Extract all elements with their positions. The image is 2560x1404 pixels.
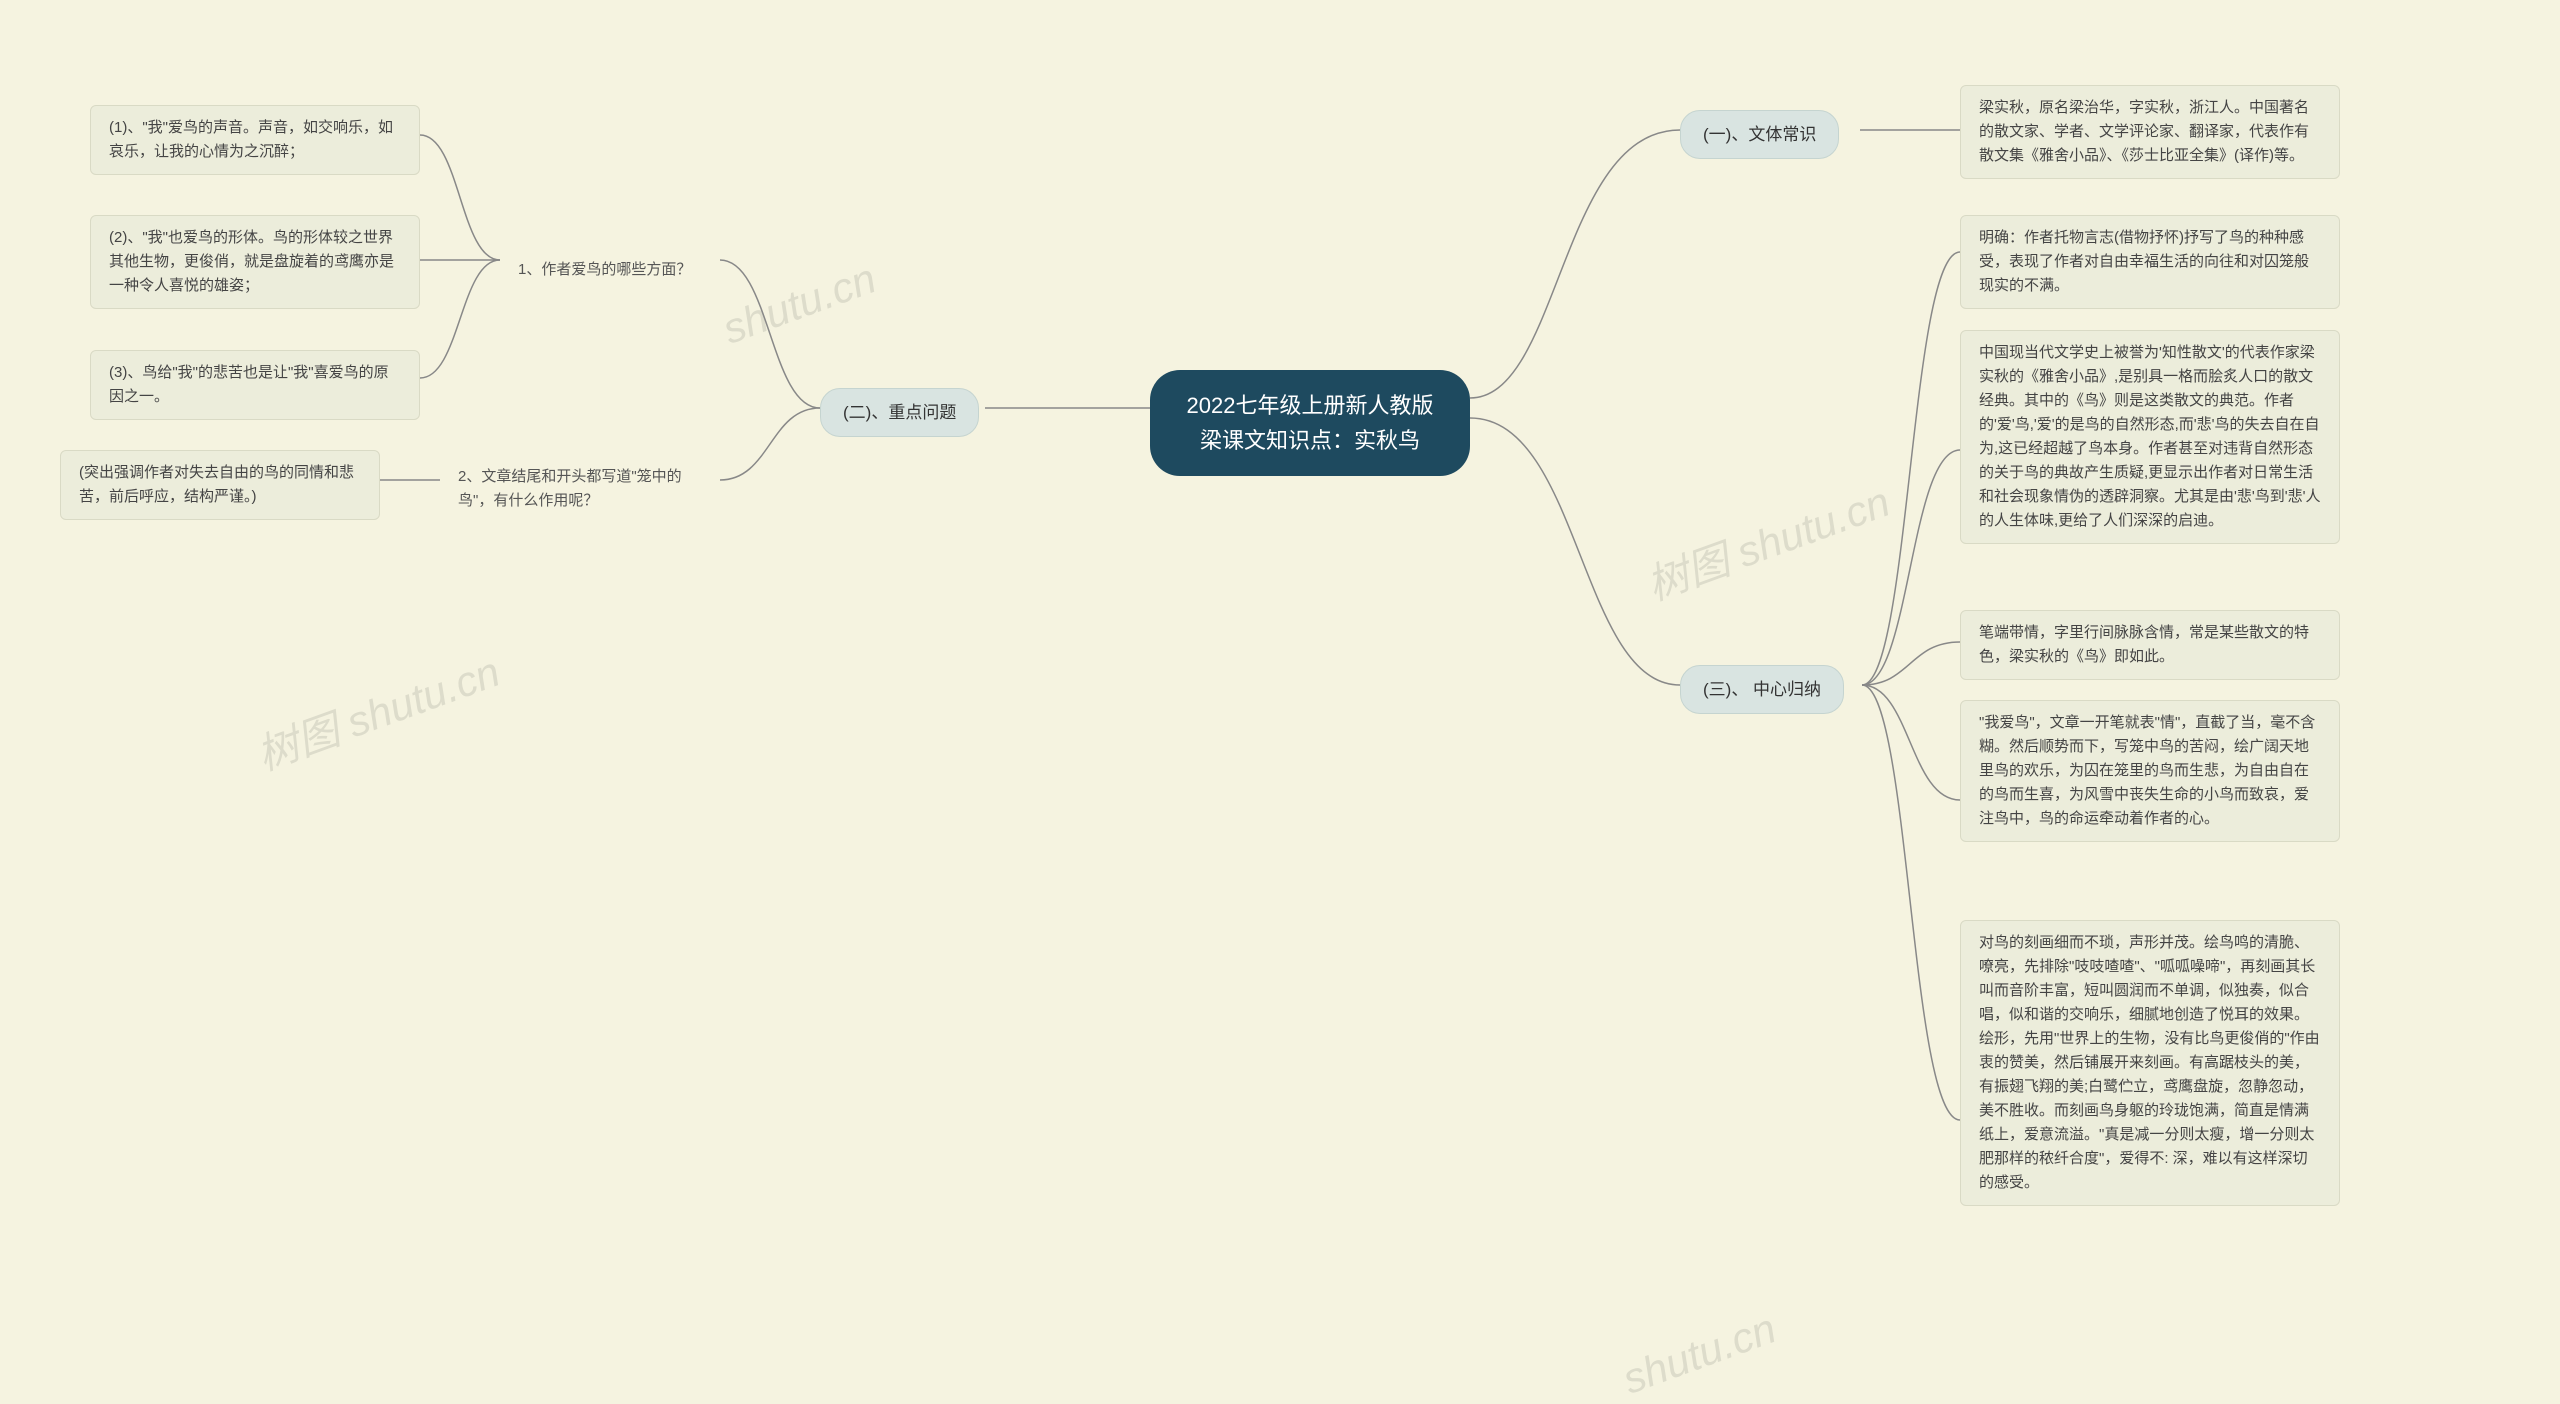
center-node: 2022七年级上册新人教版 梁课文知识点：实秋鸟 xyxy=(1150,370,1470,476)
watermark: 树图 shutu.cn xyxy=(1637,468,1897,612)
leaf-r3-5: 对鸟的刻画细而不琐，声形并茂。绘鸟鸣的清脆、嘹亮，先排除"吱吱喳喳"、"呱呱噪啼… xyxy=(1960,920,2340,1206)
center-title-line2: 梁课文知识点：实秋鸟 xyxy=(1180,423,1440,458)
branch-2: (二)、重点问题 xyxy=(820,388,979,437)
branch-1: (一)、文体常识 xyxy=(1680,110,1839,159)
leaf-r3-3: 笔端带情，字里行间脉脉含情，常是某些散文的特色，梁实秋的《鸟》即如此。 xyxy=(1960,610,2340,680)
leaf-a2: (突出强调作者对失去自由的鸟的同情和悲苦，前后呼应，结构严谨。) xyxy=(60,450,380,520)
watermark: 树图 shutu.cn xyxy=(247,638,507,782)
sub-q1: 1、作者爱鸟的哪些方面？ xyxy=(500,248,720,292)
leaf-r3-4: "我爱鸟"，文章一开笔就表"情"，直截了当，毫不含糊。然后顺势而下，写笼中鸟的苦… xyxy=(1960,700,2340,842)
watermark: shutu.cn xyxy=(717,254,883,353)
sub-q2: 2、文章结尾和开头都写道"笼中的鸟"，有什么作用呢？ xyxy=(440,455,720,523)
watermark: shutu.cn xyxy=(1617,1304,1783,1403)
center-title-line1: 2022七年级上册新人教版 xyxy=(1180,388,1440,423)
leaf-a1-2: (2)、"我"也爱鸟的形体。鸟的形体较之世界其他生物，更俊俏，就是盘旋着的鸢鹰亦… xyxy=(90,215,420,309)
leaf-r3-2: 中国现当代文学史上被誉为'知性散文'的代表作家梁实秋的《雅舍小品》,是别具一格而… xyxy=(1960,330,2340,544)
leaf-a1-3: (3)、鸟给"我"的悲苦也是让"我"喜爱鸟的原因之一。 xyxy=(90,350,420,420)
branch-3: (三)、 中心归纳 xyxy=(1680,665,1844,714)
leaf-a1-1: (1)、"我"爱鸟的声音。声音，如交响乐，如哀乐，让我的心情为之沉醉； xyxy=(90,105,420,175)
leaf-r1: 梁实秋，原名梁治华，字实秋，浙江人。中国著名的散文家、学者、文学评论家、翻译家，… xyxy=(1960,85,2340,179)
leaf-r3-1: 明确：作者托物言志(借物抒怀)抒写了鸟的种种感受，表现了作者对自由幸福生活的向往… xyxy=(1960,215,2340,309)
